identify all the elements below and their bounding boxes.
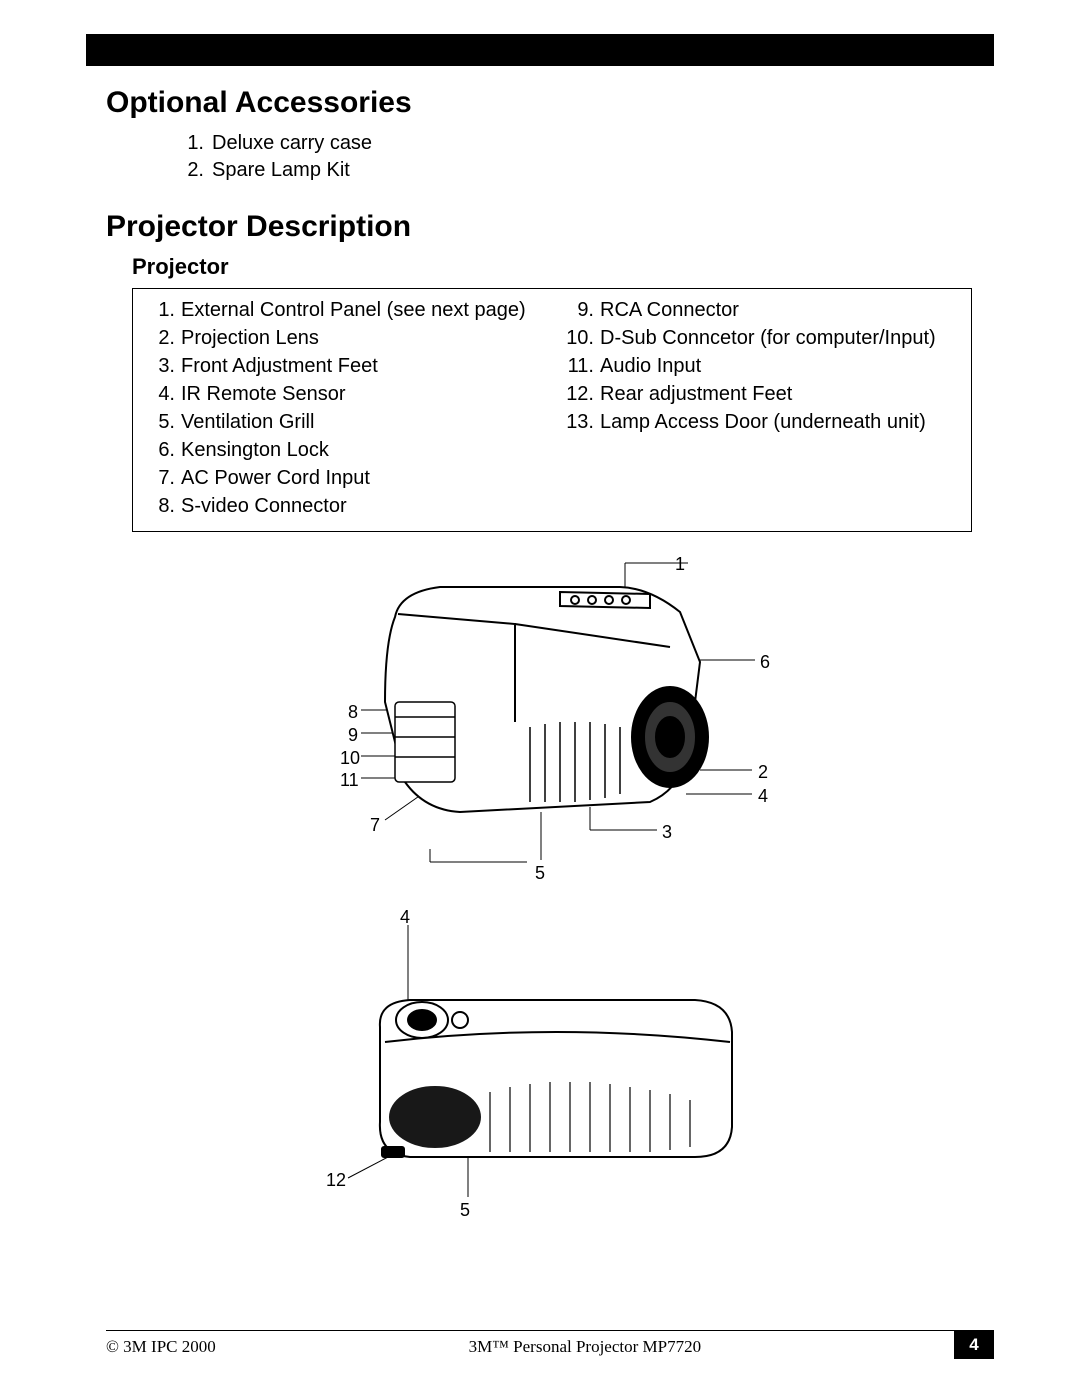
part-number: 3. (145, 353, 175, 380)
part-number: 13. (564, 409, 594, 436)
part-item: 12.Rear adjustment Feet (564, 381, 959, 408)
accessories-list: 1. Deluxe carry case 2. Spare Lamp Kit (178, 130, 974, 184)
subheading-projector: Projector (132, 254, 974, 280)
page-footer: © 3M IPC 2000 3M™ Personal Projector MP7… (106, 1330, 994, 1359)
part-number: 5. (145, 409, 175, 436)
diagram-callout: 6 (760, 652, 770, 673)
diagram-callout: 4 (400, 907, 410, 928)
part-text: Ventilation Grill (181, 409, 540, 436)
item-number: 1. (178, 130, 204, 157)
part-number: 11. (564, 353, 594, 380)
page-number: 4 (954, 1331, 994, 1359)
diagram-callout: 12 (326, 1170, 346, 1191)
part-text: Lamp Access Door (underneath unit) (600, 409, 959, 436)
header-bar (86, 34, 994, 66)
diagram-callout: 9 (348, 725, 358, 746)
diagram-svg (230, 552, 850, 1232)
diagram-callout: 8 (348, 702, 358, 723)
part-item: 1.External Control Panel (see next page) (145, 297, 540, 324)
part-item: 2.Projection Lens (145, 325, 540, 352)
heading-projector-description: Projector Description (106, 210, 974, 244)
part-item: 4.IR Remote Sensor (145, 381, 540, 408)
parts-column-right: 9.RCA Connector10.D-Sub Conncetor (for c… (552, 289, 971, 531)
part-text: External Control Panel (see next page) (181, 297, 540, 324)
part-number: 1. (145, 297, 175, 324)
part-number: 7. (145, 465, 175, 492)
diagram-callout: 2 (758, 762, 768, 783)
part-item: 8.S-video Connector (145, 493, 540, 520)
part-item: 6.Kensington Lock (145, 437, 540, 464)
item-number: 2. (178, 157, 204, 184)
part-text: D-Sub Conncetor (for computer/Input) (600, 325, 959, 352)
part-item: 3.Front Adjustment Feet (145, 353, 540, 380)
list-item: 2. Spare Lamp Kit (178, 157, 974, 184)
footer-title: 3M™ Personal Projector MP7720 (216, 1337, 954, 1357)
part-text: Projection Lens (181, 325, 540, 352)
part-text: Front Adjustment Feet (181, 353, 540, 380)
part-item: 5.Ventilation Grill (145, 409, 540, 436)
part-number: 2. (145, 325, 175, 352)
parts-column-left: 1.External Control Panel (see next page)… (133, 289, 552, 531)
part-number: 8. (145, 493, 175, 520)
diagram-callout: 10 (340, 748, 360, 769)
heading-optional-accessories: Optional Accessories (106, 86, 974, 120)
part-text: IR Remote Sensor (181, 381, 540, 408)
part-number: 10. (564, 325, 594, 352)
part-item: 11.Audio Input (564, 353, 959, 380)
diagram-callout: 1 (675, 554, 685, 575)
part-item: 10.D-Sub Conncetor (for computer/Input) (564, 325, 959, 352)
part-text: Audio Input (600, 353, 959, 380)
part-text: Kensington Lock (181, 437, 540, 464)
projector-diagram: 1 6 891011 2 4 7 3 5 4 12 5 (230, 552, 850, 1232)
diagram-callout: 5 (535, 863, 545, 884)
page-content: Optional Accessories 1. Deluxe carry cas… (106, 86, 974, 1232)
parts-table: 1.External Control Panel (see next page)… (132, 288, 972, 532)
part-number: 12. (564, 381, 594, 408)
part-item: 9.RCA Connector (564, 297, 959, 324)
diagram-callout: 11 (340, 770, 359, 791)
list-item: 1. Deluxe carry case (178, 130, 974, 157)
diagram-callout: 5 (460, 1200, 470, 1221)
footer-copyright: © 3M IPC 2000 (106, 1337, 216, 1357)
diagram-callout: 7 (370, 815, 380, 836)
diagram-callout: 3 (662, 822, 672, 843)
part-item: 7.AC Power Cord Input (145, 465, 540, 492)
part-number: 6. (145, 437, 175, 464)
item-text: Deluxe carry case (212, 130, 372, 157)
part-item: 13.Lamp Access Door (underneath unit) (564, 409, 959, 436)
part-number: 4. (145, 381, 175, 408)
part-text: RCA Connector (600, 297, 959, 324)
part-number: 9. (564, 297, 594, 324)
part-text: AC Power Cord Input (181, 465, 540, 492)
part-text: Rear adjustment Feet (600, 381, 959, 408)
diagram-callout: 4 (758, 786, 768, 807)
item-text: Spare Lamp Kit (212, 157, 350, 184)
part-text: S-video Connector (181, 493, 540, 520)
